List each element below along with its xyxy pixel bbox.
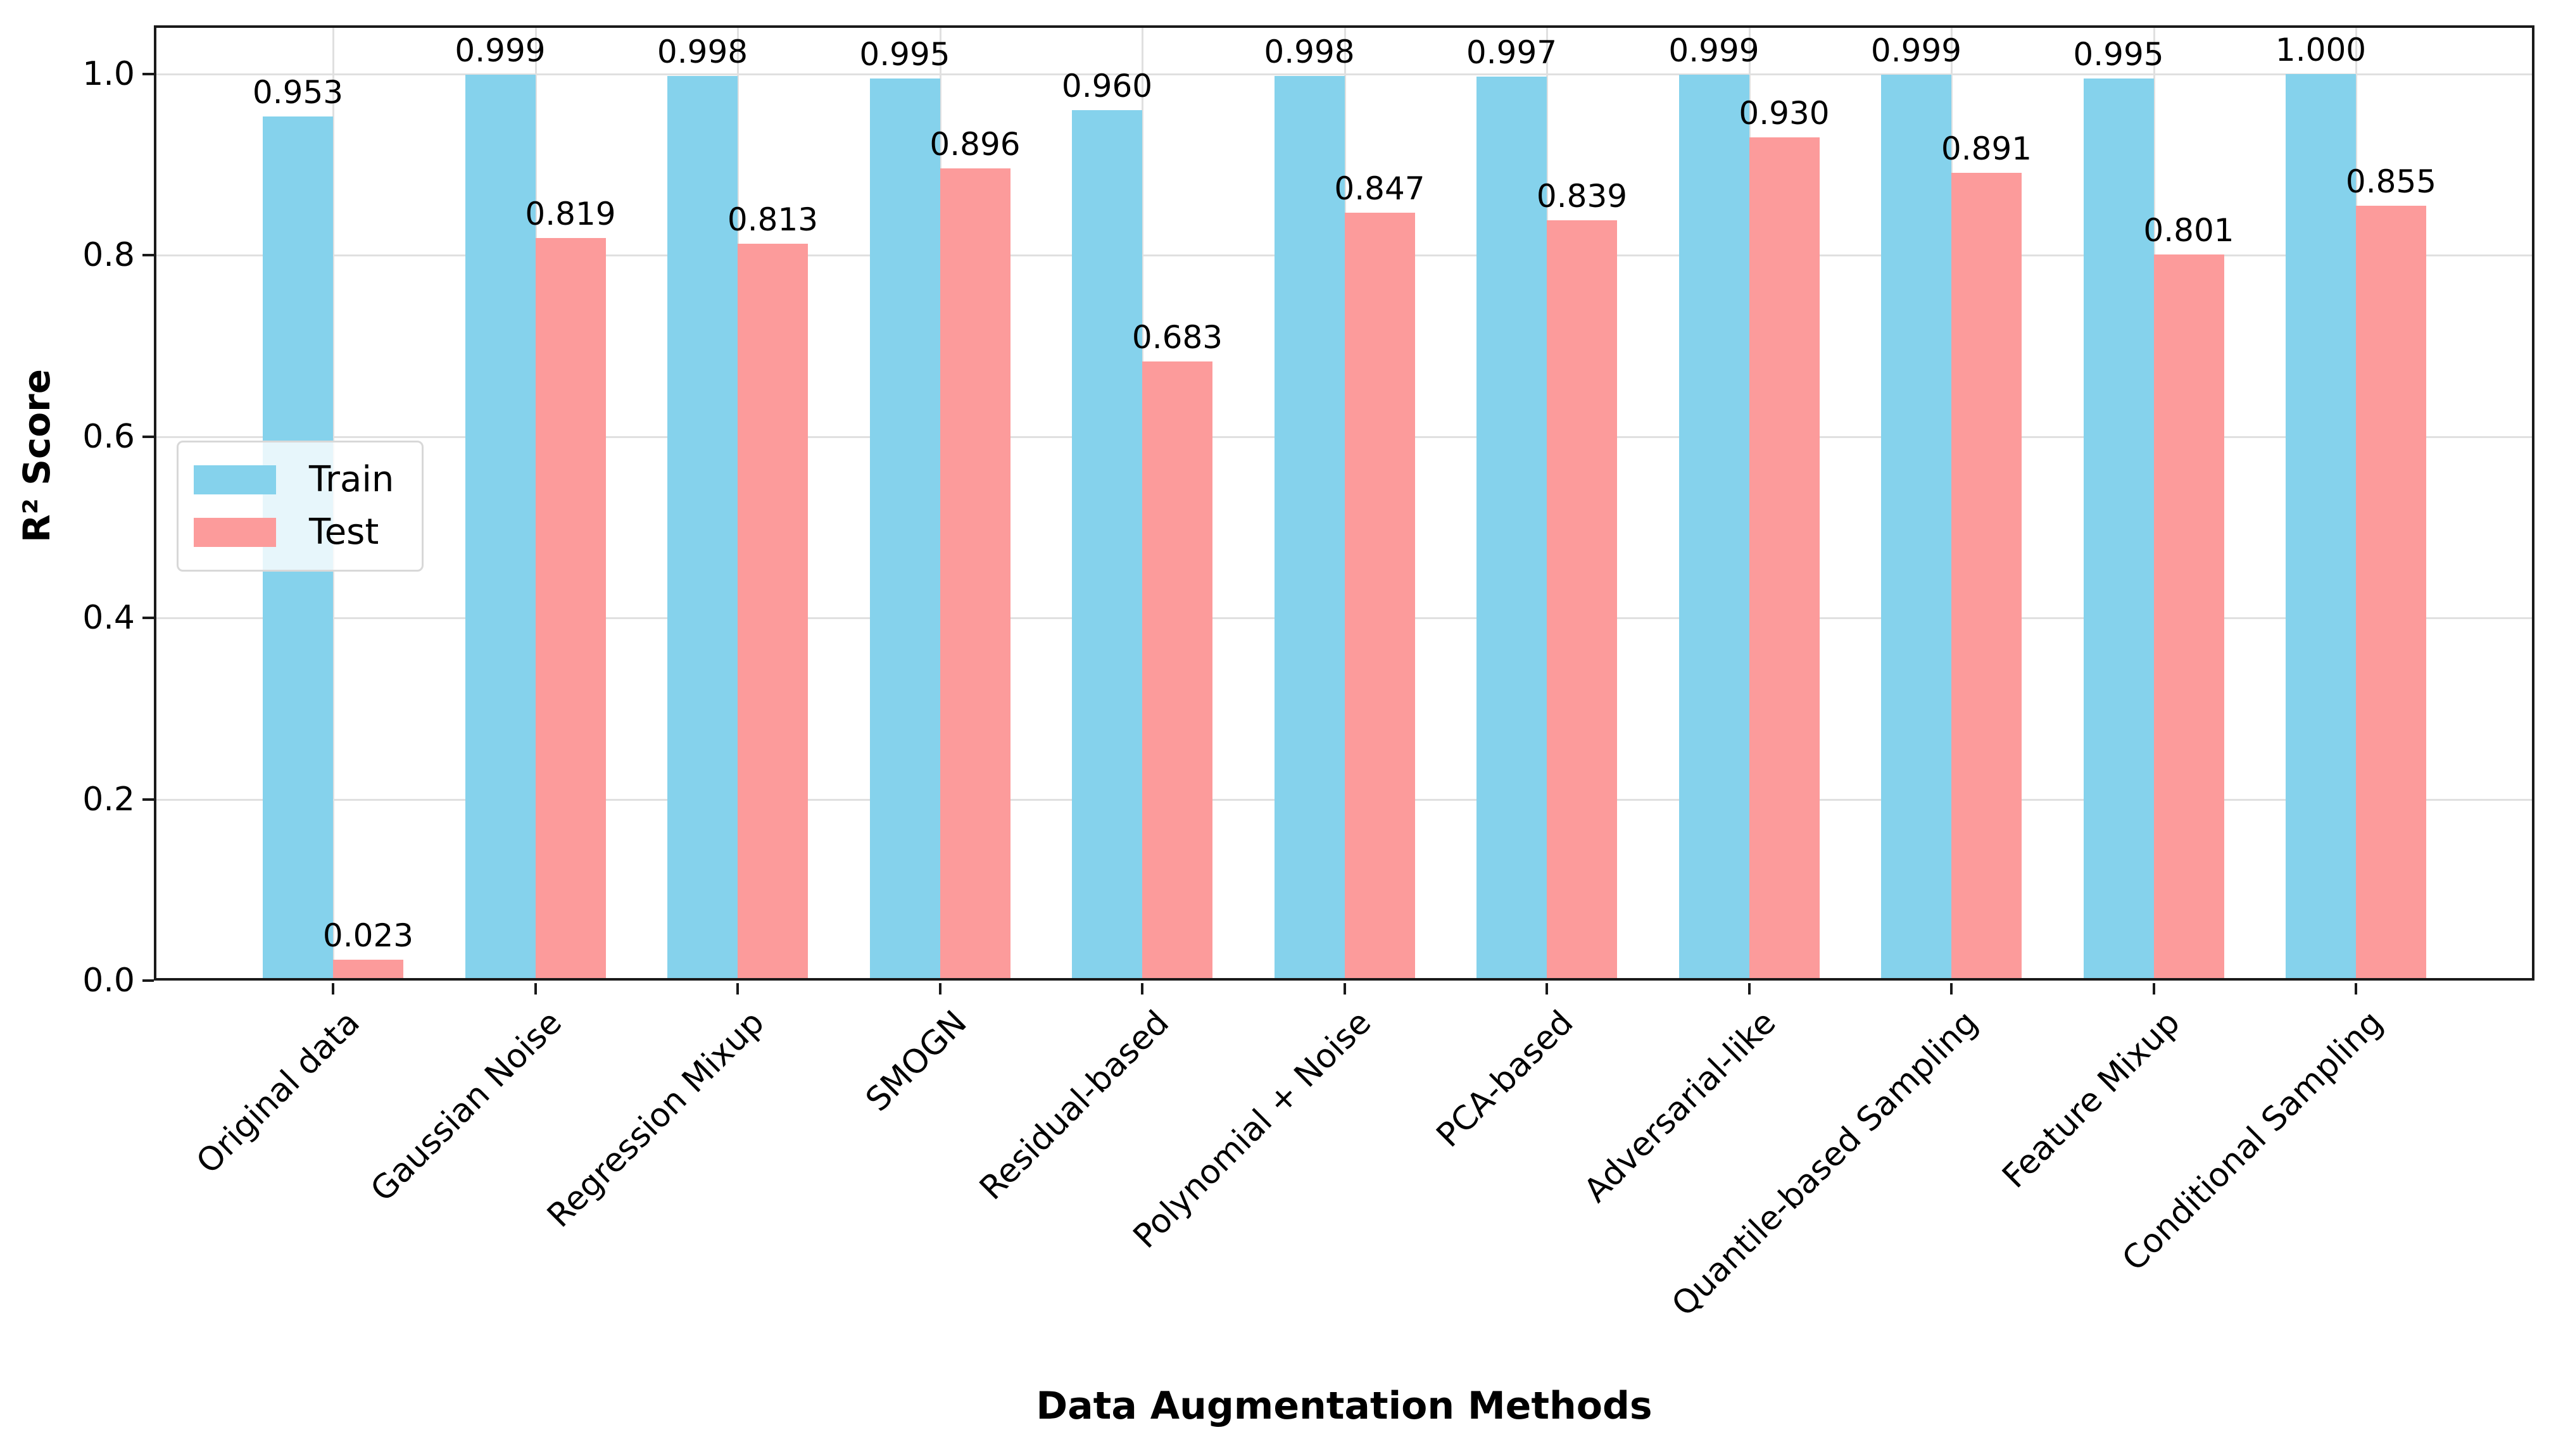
bar-test-9 (2153, 254, 2224, 981)
bar-value-label-test-7: 0.930 (1739, 95, 1830, 132)
bar-value-label-test-3: 0.896 (929, 126, 1021, 163)
x-tick-label-6: PCA-based (1429, 1003, 1581, 1155)
x-tick-label-3: SMOGN (858, 1003, 974, 1119)
bar-value-label-train-5: 0.998 (1264, 34, 1355, 70)
bar-test-1 (535, 238, 606, 981)
bar-train-10 (2286, 74, 2356, 981)
y-tick-label-0.8: 0.8 (82, 236, 135, 275)
y-tick-1.0 (142, 73, 154, 75)
bar-test-7 (1749, 137, 1820, 981)
bar-value-label-train-4: 0.960 (1061, 68, 1153, 104)
bar-value-label-test-1: 0.819 (525, 196, 616, 232)
x-tick-5 (1343, 983, 1346, 995)
x-tick-1 (534, 983, 537, 995)
bar-value-label-test-0: 0.023 (322, 917, 414, 954)
bar-value-label-test-5: 0.847 (1334, 170, 1425, 207)
bar-value-label-test-2: 0.813 (727, 201, 819, 238)
x-tick-label-0: Original data (189, 1003, 367, 1182)
bar-train-7 (1678, 75, 1749, 981)
bar-value-label-train-10: 1.000 (2275, 32, 2367, 68)
x-tick-label-2: Regression Mixup (540, 1003, 772, 1235)
bar-value-label-train-2: 0.998 (657, 34, 748, 70)
y-tick-label-1.0: 1.0 (82, 55, 135, 93)
legend: Train Test (177, 441, 424, 572)
x-tick-label-9: Feature Mixup (1995, 1003, 2188, 1196)
x-tick-label-7: Adversarial-like (1577, 1003, 1784, 1210)
bar-value-label-test-10: 0.855 (2345, 163, 2437, 200)
bar-train-1 (465, 75, 536, 981)
bar-train-6 (1476, 77, 1547, 981)
bar-value-label-train-9: 0.995 (2073, 36, 2164, 73)
x-tick-2 (736, 983, 739, 995)
bar-value-label-test-9: 0.801 (2143, 212, 2234, 249)
y-tick-label-0.6: 0.6 (82, 417, 135, 456)
x-tick-label-4: Residual-based (972, 1003, 1176, 1208)
y-tick-0.4 (142, 617, 154, 620)
bar-value-label-train-8: 0.999 (1870, 32, 1962, 69)
bar-value-label-test-6: 0.839 (1536, 178, 1628, 215)
y-axis-title: R² Score (15, 368, 58, 543)
legend-item-test: Test (179, 513, 422, 551)
y-tick-label-0.4: 0.4 (82, 599, 135, 637)
bar-test-8 (1951, 173, 2022, 981)
bar-train-8 (1881, 75, 1951, 981)
x-tick-8 (1950, 983, 1953, 995)
y-tick-0.0 (142, 979, 154, 982)
bar-train-3 (869, 78, 940, 981)
bar-test-2 (738, 244, 808, 981)
x-tick-10 (2355, 983, 2357, 995)
y-tick-label-0.0: 0.0 (82, 962, 135, 1000)
bar-value-label-test-4: 0.683 (1131, 319, 1223, 356)
legend-swatch-train (194, 465, 276, 494)
y-tick-0.6 (142, 435, 154, 438)
y-tick-label-0.2: 0.2 (82, 780, 135, 819)
bar-value-label-test-8: 0.891 (1941, 130, 2032, 167)
bar-train-4 (1072, 110, 1142, 981)
y-tick-0.2 (142, 798, 154, 801)
bar-value-label-train-7: 0.999 (1668, 32, 1760, 69)
legend-label-test: Test (309, 511, 379, 553)
x-tick-3 (938, 983, 941, 995)
x-tick-7 (1747, 983, 1751, 995)
legend-item-train: Train (179, 461, 422, 499)
x-tick-0 (332, 983, 334, 995)
bar-train-2 (667, 76, 738, 981)
x-tick-4 (1141, 983, 1143, 995)
x-tick-6 (1546, 983, 1548, 995)
bar-value-label-train-3: 0.995 (859, 36, 950, 73)
x-axis-title: Data Augmentation Methods (1036, 1384, 1653, 1428)
bar-test-4 (1142, 361, 1212, 981)
x-tick-9 (2152, 983, 2155, 995)
bar-value-label-train-0: 0.953 (252, 74, 344, 111)
bar-test-6 (1547, 220, 1617, 981)
legend-swatch-test (194, 518, 276, 547)
bar-test-10 (2356, 206, 2426, 981)
legend-label-train: Train (309, 459, 394, 500)
bar-value-label-train-1: 0.999 (455, 32, 546, 69)
bar-test-3 (940, 168, 1010, 981)
bar-value-label-train-6: 0.997 (1466, 34, 1558, 71)
bar-train-9 (2083, 78, 2154, 981)
x-tick-label-1: Gaussian Noise (363, 1003, 570, 1210)
y-tick-0.8 (142, 254, 154, 257)
bar-test-5 (1344, 213, 1415, 981)
bar-test-0 (333, 960, 403, 981)
bar-train-5 (1274, 76, 1345, 981)
